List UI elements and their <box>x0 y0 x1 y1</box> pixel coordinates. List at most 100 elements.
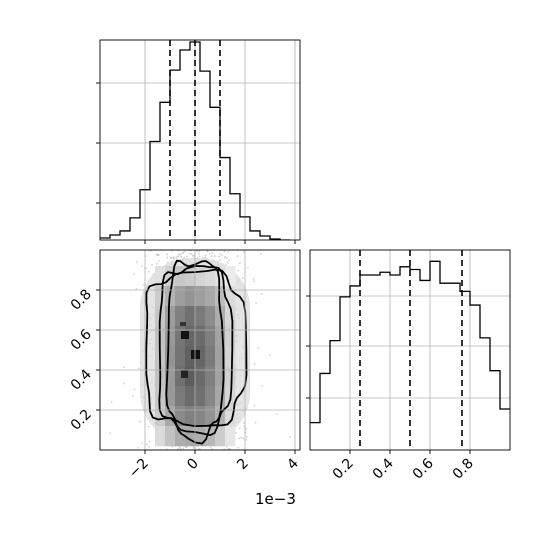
scatter-point <box>260 252 262 255</box>
scatter-point <box>242 437 245 440</box>
scatter-point <box>254 421 257 424</box>
scatter-point <box>139 420 141 423</box>
density-2d-frame <box>99 249 301 451</box>
scatter-point <box>237 446 240 449</box>
scatter-point <box>148 445 151 448</box>
density-cell <box>165 406 176 427</box>
scatter-point <box>147 425 150 428</box>
scatter-point <box>275 413 278 416</box>
density-cell <box>215 306 226 327</box>
density-cell <box>225 426 236 447</box>
top-histogram-panel <box>96 39 301 244</box>
scatter-point <box>135 288 138 290</box>
scatter-point <box>208 252 211 255</box>
scatter-point <box>178 253 181 256</box>
scatter-point <box>172 257 175 259</box>
x-offset-label: 1e−3 <box>255 490 296 508</box>
density-cell <box>185 386 196 407</box>
right-quantile-lines <box>359 250 463 450</box>
density-cell <box>205 286 216 307</box>
scatter-point <box>123 366 126 369</box>
density-contours <box>145 259 248 445</box>
scatter-point <box>166 253 169 256</box>
scatter-point <box>133 388 136 391</box>
density-cell <box>225 406 236 427</box>
scatter-point <box>239 262 241 264</box>
scatter-point <box>148 440 151 443</box>
top-histogram-line <box>100 41 290 240</box>
scatter-point <box>253 280 255 283</box>
density-2d-grid <box>100 250 300 450</box>
density-cell <box>205 406 216 427</box>
density-2d-x-tick-label: −2 <box>126 456 152 482</box>
scatter-point <box>182 251 185 254</box>
scatter-point <box>184 446 187 449</box>
scatter-point <box>170 256 173 259</box>
scatter-point <box>245 438 248 441</box>
density-cell <box>215 286 226 307</box>
density-cell <box>175 406 186 427</box>
density-cell <box>215 386 226 407</box>
scatter-point <box>177 448 180 450</box>
density-peak <box>180 322 186 326</box>
scatter-point <box>178 446 181 449</box>
scatter-point <box>221 254 224 257</box>
scatter-point <box>186 255 189 258</box>
scatter-point <box>261 385 264 387</box>
density-2d-y-tick-label: 0.4 <box>68 366 95 393</box>
scatter-point <box>133 273 136 276</box>
density-cell <box>215 346 226 367</box>
right-ticks: 0.2 0.4 0.6 0.8 <box>306 295 477 483</box>
scatter-point <box>137 446 140 449</box>
density-cell <box>205 306 216 327</box>
scatter-point <box>179 253 182 256</box>
density-cell <box>185 266 196 287</box>
density-cell <box>175 426 186 447</box>
density-2d-y-tick-label: 0.6 <box>68 326 95 353</box>
density-cell <box>175 346 186 367</box>
density-cell <box>195 406 206 427</box>
scatter-point <box>145 267 148 270</box>
scatter-point <box>192 254 194 257</box>
density-cell <box>185 306 196 327</box>
density-peak <box>191 350 200 359</box>
density-peak <box>181 331 189 339</box>
density-2d-y-tick-label: 0.8 <box>68 287 95 314</box>
scatter-point <box>206 250 208 252</box>
scatter-point <box>252 278 255 280</box>
right-x-tick-label: 0.4 <box>370 455 397 482</box>
density-2d-x-tick-label: 4 <box>284 455 302 473</box>
density-cell <box>165 326 176 347</box>
right-x-tick-label: 0.6 <box>410 455 437 482</box>
scatter-point <box>142 284 145 286</box>
density-cell <box>165 426 176 447</box>
density-cell <box>175 266 186 287</box>
scatter-point <box>236 255 239 257</box>
density-cell <box>175 326 186 347</box>
scatter-point <box>247 266 249 269</box>
scatter-point <box>155 253 158 256</box>
scatter-point <box>257 346 260 349</box>
density-cell <box>195 306 206 327</box>
density-cell <box>225 366 236 387</box>
scatter-point <box>243 422 245 424</box>
density-cell <box>185 326 196 347</box>
density-cell <box>205 266 216 287</box>
scatter-point <box>241 277 244 279</box>
density-cell <box>155 406 166 427</box>
scatter-point <box>146 443 148 446</box>
scatter-point <box>151 264 154 266</box>
density-cells <box>155 266 236 447</box>
density-peak <box>181 370 188 378</box>
scatter-point <box>268 354 271 357</box>
density-cell <box>215 366 226 387</box>
density-cell <box>155 286 166 307</box>
scatter-point <box>219 259 222 261</box>
density-cell <box>215 326 226 347</box>
density-peaks <box>180 322 200 378</box>
scatter-point <box>198 252 200 255</box>
density-cell <box>195 286 206 307</box>
density-cell <box>225 266 236 287</box>
scatter-point <box>198 255 201 258</box>
